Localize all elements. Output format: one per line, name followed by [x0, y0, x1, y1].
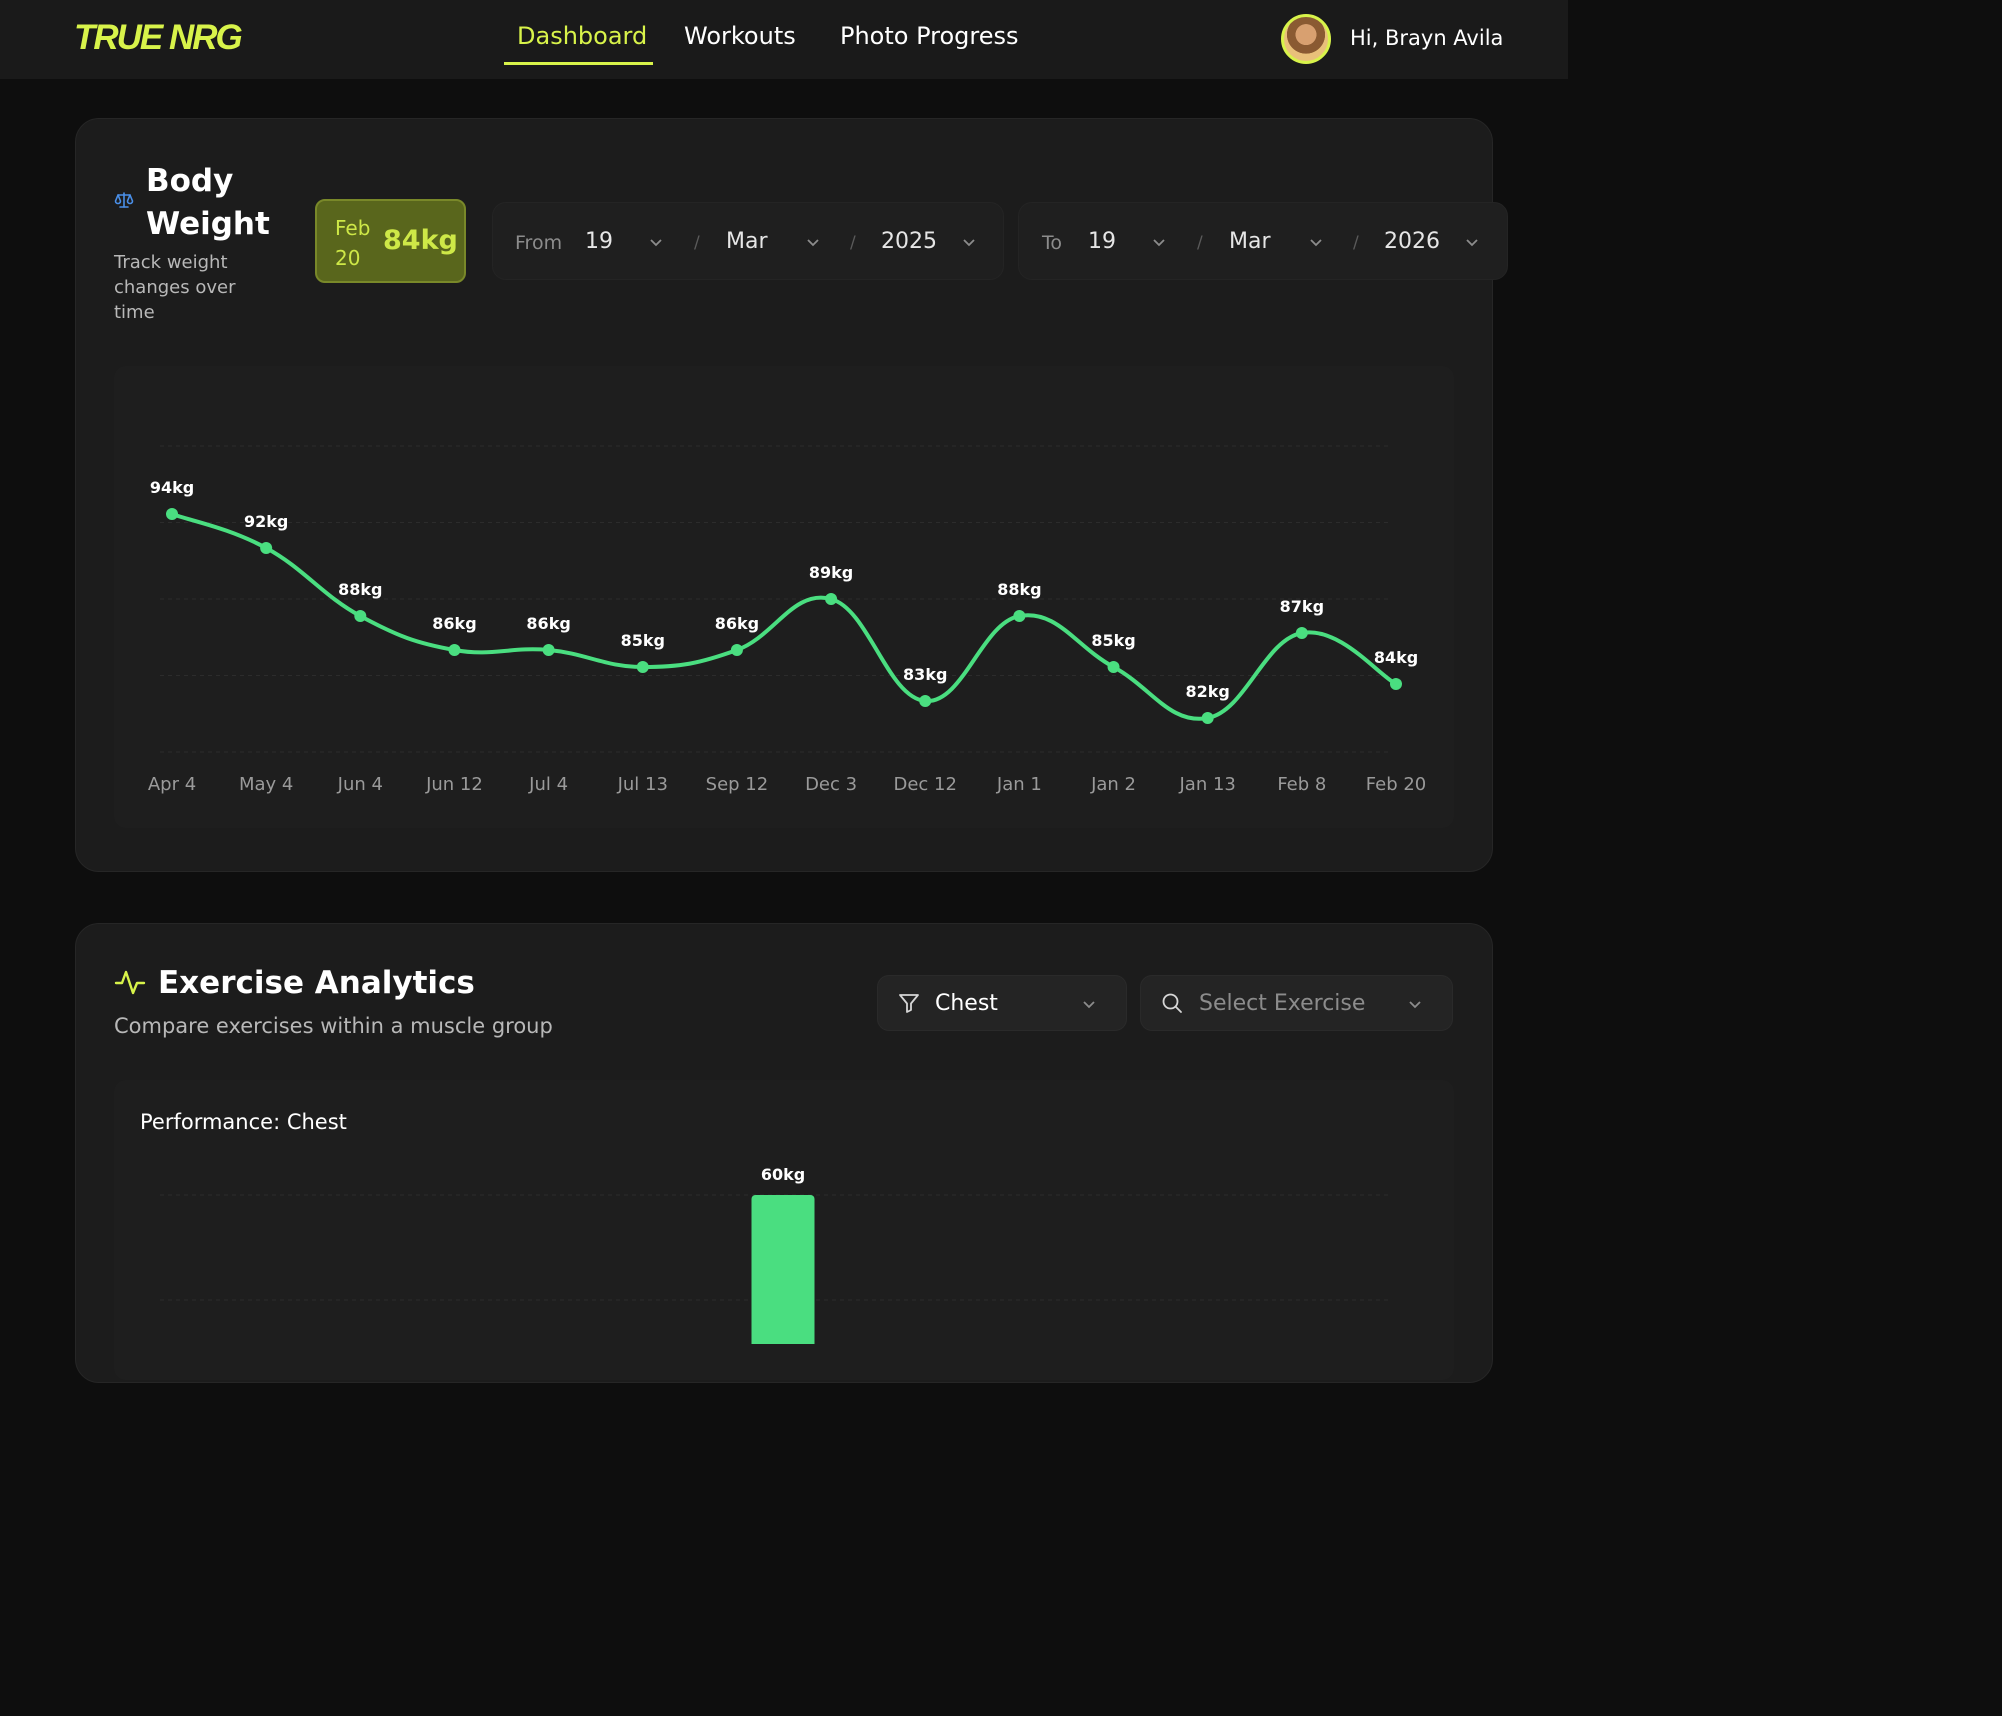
x-axis-tick-label: Apr 4	[148, 774, 196, 795]
weight-data-point	[260, 542, 273, 554]
weight-data-point	[825, 593, 838, 605]
weight-data-point	[542, 644, 555, 656]
weight-data-label: 82kg	[1186, 682, 1230, 701]
nav-photo-progress[interactable]: Photo Progress	[840, 22, 1019, 50]
x-axis-tick-label: Jan 1	[996, 774, 1042, 795]
to-day-select[interactable]: 19	[1088, 229, 1116, 254]
x-axis-tick-label: Dec 12	[893, 774, 956, 795]
to-separator: /	[1353, 233, 1359, 253]
user-greeting: Hi, Brayn Avila	[1350, 26, 1504, 50]
chevron-down-icon[interactable]	[1307, 233, 1325, 251]
latest-weight-badge: Feb 20 84kg	[315, 199, 466, 283]
chevron-down-icon	[1409, 1001, 1421, 1009]
to-separator: /	[1197, 233, 1203, 253]
weight-data-label: 87kg	[1280, 597, 1324, 616]
x-axis-tick-label: Jan 2	[1090, 774, 1136, 795]
from-separator: /	[850, 233, 856, 253]
from-day-select[interactable]: 19	[585, 229, 613, 254]
weight-data-point	[1201, 712, 1214, 724]
scale-icon	[114, 192, 134, 208]
nav-dashboard[interactable]: Dashboard	[517, 22, 648, 50]
to-year-select[interactable]: 2026	[1384, 229, 1440, 254]
weight-data-label: 86kg	[526, 614, 570, 633]
muscle-group-value: Chest	[935, 991, 998, 1016]
filter-icon	[899, 994, 919, 1013]
weight-data-point	[448, 644, 461, 656]
chevron-down-icon[interactable]	[804, 233, 822, 251]
search-icon	[1162, 993, 1182, 1013]
chevron-down-icon[interactable]	[1150, 233, 1168, 251]
x-axis-tick-label: Jun 4	[337, 774, 383, 795]
weight-data-label: 88kg	[338, 580, 382, 599]
activity-icon	[114, 970, 146, 995]
weight-data-point	[636, 661, 649, 673]
x-axis-tick-label: Jan 13	[1179, 774, 1236, 795]
from-month-select[interactable]: Mar	[726, 229, 768, 254]
weight-data-point	[1295, 627, 1308, 639]
weight-data-point	[1107, 661, 1120, 673]
body-weight-title: Body Weight	[146, 163, 270, 242]
exercise-analytics-subtitle: Compare exercises within a muscle group	[114, 1014, 553, 1038]
weight-data-label: 83kg	[903, 665, 947, 684]
weight-data-point	[919, 695, 932, 707]
latest-weight-value: 84kg	[383, 225, 458, 256]
user-avatar[interactable]	[1281, 14, 1331, 64]
x-axis-tick-label: Feb 20	[1366, 774, 1427, 795]
weight-chart-area	[114, 366, 1454, 828]
weight-data-label: 85kg	[621, 631, 665, 650]
exercise-select[interactable]: Select Exercise	[1140, 975, 1453, 1031]
top-navbar: TRUE NRG Dashboard Workouts Photo Progre…	[0, 0, 1568, 79]
from-year-select[interactable]: 2025	[881, 229, 937, 254]
weight-data-label: 92kg	[244, 512, 288, 531]
weight-data-label: 88kg	[997, 580, 1041, 599]
weight-data-point	[730, 644, 743, 656]
weight-line-chart: 94kg Apr 4 92kg May 4 88kg Jun 4 86kg Jun 12 86k…	[148, 445, 1427, 795]
performance-bar-chart: 60kg	[160, 1165, 1392, 1344]
nav-active-indicator	[504, 62, 653, 65]
weight-data-label: 85kg	[1091, 631, 1135, 650]
body-weight-subtitle: Track weight changes over time	[114, 252, 236, 323]
muscle-group-select[interactable]: Chest	[877, 975, 1127, 1031]
weight-data-label: 89kg	[809, 563, 853, 582]
chevron-down-icon[interactable]	[647, 233, 665, 251]
latest-weight-date: Feb 20	[335, 216, 371, 270]
exercise-select-placeholder: Select Exercise	[1199, 991, 1366, 1016]
x-axis-tick-label: Jul 4	[528, 774, 568, 795]
chevron-down-icon	[1083, 1001, 1095, 1009]
x-axis-tick-label: Jul 13	[617, 774, 668, 795]
performance-title: Performance: Chest	[140, 1110, 347, 1134]
from-separator: /	[694, 233, 700, 253]
weight-data-point	[1390, 678, 1402, 690]
performance-bar-label: 60kg	[761, 1165, 805, 1184]
to-label: To	[1042, 232, 1063, 254]
date-range-from: From 19 / Mar / 2025	[492, 202, 1004, 280]
weight-data-label: 86kg	[432, 614, 476, 633]
x-axis-tick-label: Dec 3	[805, 774, 857, 795]
weight-data-label: 84kg	[1374, 648, 1418, 667]
brand-logo[interactable]: TRUE NRG	[74, 18, 243, 57]
to-month-select[interactable]: Mar	[1229, 229, 1271, 254]
date-range-to: To 19 / Mar / 2026	[1018, 202, 1508, 280]
weight-data-point	[1013, 610, 1026, 622]
x-axis-tick-label: Sep 12	[706, 774, 769, 795]
weight-data-point	[354, 610, 367, 622]
x-axis-tick-label: Feb 8	[1277, 774, 1326, 795]
x-axis-tick-label: Jun 12	[425, 774, 483, 795]
from-label: From	[515, 232, 563, 254]
exercise-analytics-title: Exercise Analytics	[158, 965, 475, 1001]
weight-data-label: 94kg	[150, 478, 194, 497]
chevron-down-icon[interactable]	[960, 233, 978, 251]
performance-bar	[751, 1195, 815, 1344]
weight-data-point	[166, 508, 178, 520]
x-axis-tick-label: May 4	[239, 774, 293, 795]
nav-workouts[interactable]: Workouts	[684, 22, 796, 50]
weight-data-label: 86kg	[715, 614, 759, 633]
chevron-down-icon[interactable]	[1463, 233, 1481, 251]
